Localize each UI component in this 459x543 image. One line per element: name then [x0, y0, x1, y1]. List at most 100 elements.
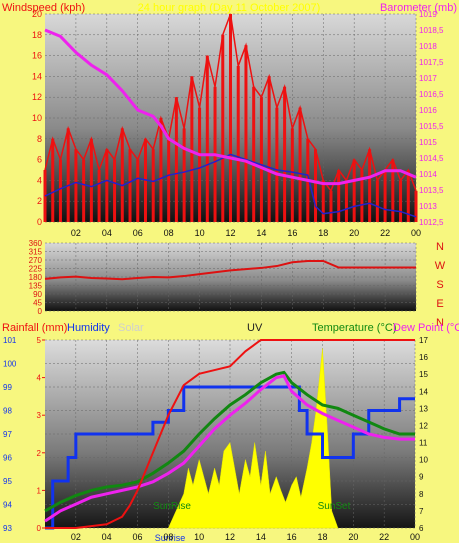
x-tick-label: 16 [287, 532, 297, 542]
rain-tick-label: 1 [37, 486, 42, 495]
temp-tick-label: 7 [419, 507, 424, 516]
direction-grid [45, 242, 417, 312]
direction-line [44, 259, 416, 281]
compass-letter: W [435, 260, 446, 272]
x-tick-label: 08 [164, 228, 174, 238]
x-tick-label: 12 [225, 228, 235, 238]
gust-series [43, 13, 418, 222]
wind-tick-label: 20 [32, 9, 42, 19]
x-tick-label: 14 [256, 532, 266, 542]
compass-letter: S [436, 279, 443, 291]
x-tick-label: 02 [71, 532, 81, 542]
dewpoint-line [44, 374, 415, 523]
direction-tick-label: 360 [29, 239, 43, 248]
compass-letter: N [436, 241, 444, 253]
temp-y-ticks: 6 7 8 9 10 11 12 13 14 15 16 17 [419, 336, 428, 533]
x-tick-label: 02 [71, 228, 81, 238]
x-tick-label: 00 [411, 228, 421, 238]
wind-y-ticks: 0 2 4 6 8 10 12 14 16 18 20 [32, 9, 42, 227]
temp-tick-label: 9 [419, 473, 424, 482]
temp-tick-label: 8 [419, 490, 424, 499]
humidity-tick-label: 101 [3, 336, 17, 345]
humidity-tick-label: 97 [3, 430, 12, 439]
wind-axis-title: Windspeed (kph) [2, 2, 85, 14]
x-tick-label: 08 [163, 532, 173, 542]
x-tick-label: 16 [287, 228, 297, 238]
x-tick-label: 06 [132, 532, 142, 542]
rain-tick-label: 5 [37, 336, 42, 345]
dewpoint-legend: Dew Point (°C) [393, 322, 459, 334]
climate-x-ticks: 02 04 06 08 10 12 14 16 18 20 22 00 [71, 532, 420, 542]
baro-tick-label: 1019 [419, 10, 437, 19]
temp-tick-label: 11 [419, 439, 428, 448]
wind-tick-label: 8 [37, 134, 42, 144]
sunset-label: SunSet [318, 501, 351, 512]
wind-tick-label: 12 [32, 92, 42, 102]
baro-tick-label: 1013 [419, 202, 437, 211]
humidity-tick-label: 93 [3, 524, 12, 533]
rain-tick-label: 0 [37, 524, 42, 533]
baro-tick-label: 1013,5 [419, 186, 444, 195]
direction-tick-label: 315 [29, 248, 43, 257]
baro-axis-title: Barometer (mb) [380, 2, 457, 14]
wind-tick-label: 4 [37, 175, 42, 185]
humidity-tick-label: 95 [3, 477, 12, 486]
solar-area [167, 348, 339, 529]
chart-title: 24 hour graph (Day 11 October 2007) [138, 2, 321, 14]
baro-tick-label: 1017,5 [419, 58, 444, 67]
humidity-legend: Humidity [67, 322, 110, 334]
direction-tick-label: 270 [29, 256, 43, 265]
baro-tick-label: 1018 [419, 42, 437, 51]
humidity-y-ticks: 93 94 95 96 97 98 99 100 101 [3, 336, 17, 533]
temp-tick-label: 13 [419, 404, 428, 413]
solar-legend: Solar [118, 322, 144, 334]
temp-tick-label: 10 [419, 456, 428, 465]
x-tick-label: 04 [102, 228, 112, 238]
x-tick-label: 22 [379, 532, 389, 542]
gust-line [44, 13, 417, 193]
rainfall-legend: Rainfall (mm) [2, 322, 67, 334]
sunrise-label: SunRise [153, 501, 191, 512]
humidity-tick-label: 100 [3, 360, 17, 369]
rainfall-line [45, 339, 415, 529]
x-tick-label: 00 [410, 532, 420, 542]
compass-letter: N [436, 317, 444, 329]
baro-tick-label: 1015 [419, 138, 437, 147]
direction-tick-label: 135 [29, 282, 43, 291]
compass-letter: E [436, 298, 443, 310]
direction-tick-label: 0 [38, 307, 43, 316]
x-tick-label: 10 [194, 532, 204, 542]
humidity-tick-label: 99 [3, 383, 12, 392]
x-tick-label: 10 [195, 228, 205, 238]
wind-x-ticks: 02 04 06 08 10 12 14 16 18 20 22 00 [71, 228, 421, 238]
baro-tick-label: 1018,5 [419, 26, 444, 35]
baro-tick-label: 1012,5 [419, 218, 444, 227]
wind-tick-label: 16 [32, 51, 42, 61]
direction-tick-label: 225 [29, 265, 43, 274]
direction-tick-label: 90 [33, 290, 42, 299]
rain-tick-label: 4 [37, 374, 42, 383]
avg-wind-line [44, 153, 417, 218]
x-tick-label: 12 [225, 532, 235, 542]
rain-tick-label: 2 [37, 449, 42, 458]
temp-tick-label: 14 [419, 387, 428, 396]
x-tick-label: 20 [349, 228, 359, 238]
wind-tick-label: 18 [32, 30, 42, 40]
wind-tick-label: 6 [37, 155, 42, 165]
x-tick-label: 18 [318, 228, 328, 238]
x-tick-label: 18 [317, 532, 327, 542]
uv-legend: UV [247, 322, 263, 334]
humidity-tick-label: 94 [3, 501, 12, 510]
x-tick-label: 06 [133, 228, 143, 238]
direction-tick-label: 180 [29, 273, 43, 282]
rain-tick-label: 3 [37, 411, 42, 420]
baro-tick-label: 1014,5 [419, 154, 444, 163]
wind-tick-label: 2 [37, 196, 42, 206]
wind-tick-label: 14 [32, 71, 42, 81]
rain-y-ticks: 0 1 2 3 4 5 [37, 336, 45, 533]
x-tick-label: 20 [348, 532, 358, 542]
baro-tick-label: 1016,5 [419, 90, 444, 99]
